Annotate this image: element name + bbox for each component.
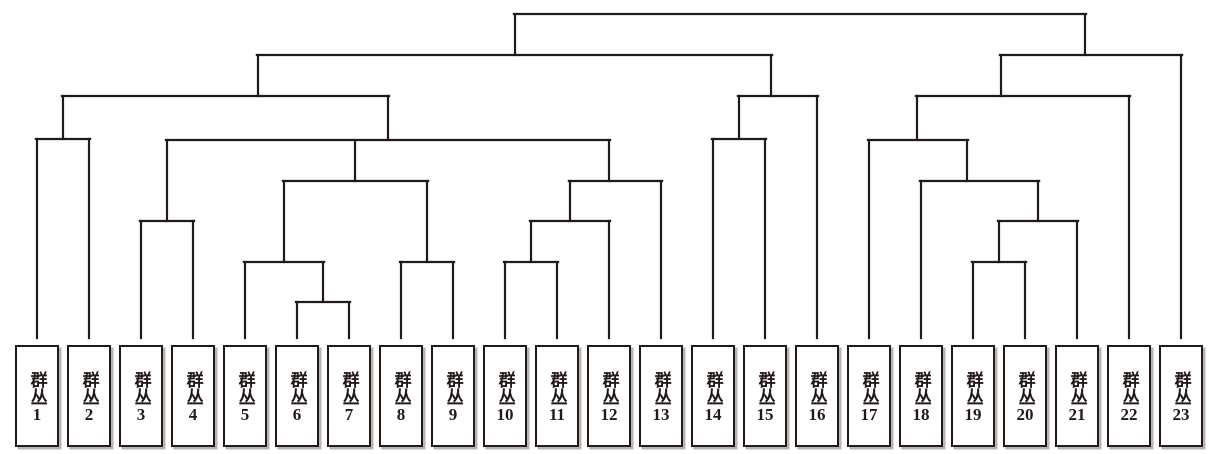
leaf-label-prefix-22: 群丛	[1119, 370, 1139, 405]
leaf-label-number-20: 20	[1016, 404, 1034, 424]
leaf-box-4[interactable]: 群丛 4	[171, 345, 215, 447]
leaf-label-prefix-11: 群丛	[547, 370, 567, 405]
edge-group	[35, 12, 1183, 340]
leaf-label-number-21: 21	[1068, 404, 1086, 424]
leaf-box-5[interactable]: 群丛 5	[223, 345, 267, 447]
leaf-box-2[interactable]: 群丛 2	[67, 345, 111, 447]
leaf-label-prefix-14: 群丛	[703, 370, 723, 405]
leaf-box-15[interactable]: 群丛 15	[743, 345, 787, 447]
leaf-label-prefix-9: 群丛	[443, 370, 463, 405]
leaf-box-6[interactable]: 群丛 6	[275, 345, 319, 447]
leaf-label-number-5: 5	[240, 404, 250, 424]
leaf-label-prefix-7: 群丛	[339, 370, 359, 405]
leaf-box-12[interactable]: 群丛 12	[587, 345, 631, 447]
leaf-label-prefix-2: 群丛	[79, 370, 99, 405]
leaf-label-prefix-5: 群丛	[235, 370, 255, 405]
leaf-box-9[interactable]: 群丛 9	[431, 345, 475, 447]
leaf-label-number-18: 18	[912, 404, 930, 424]
leaf-box-22[interactable]: 群丛 22	[1107, 345, 1151, 447]
leaf-label-number-2: 2	[84, 404, 94, 424]
leaf-label-number-14: 14	[704, 404, 722, 424]
leaf-label-number-22: 22	[1120, 404, 1138, 424]
leaf-label-number-16: 16	[808, 404, 826, 424]
leaf-label-number-13: 13	[652, 404, 670, 424]
leaf-label-number-4: 4	[188, 404, 198, 424]
leaf-box-21[interactable]: 群丛 21	[1055, 345, 1099, 447]
leaf-label-number-3: 3	[136, 404, 146, 424]
leaf-label-number-23: 23	[1172, 404, 1190, 424]
leaf-label-number-17: 17	[860, 404, 878, 424]
leaf-label-prefix-23: 群丛	[1171, 370, 1191, 405]
leaf-label-number-12: 12	[600, 404, 618, 424]
leaf-box-18[interactable]: 群丛 18	[899, 345, 943, 447]
leaf-box-8[interactable]: 群丛 8	[379, 345, 423, 447]
leaf-label-prefix-13: 群丛	[651, 370, 671, 405]
leaf-label-number-10: 10	[496, 404, 514, 424]
leaf-label-prefix-18: 群丛	[911, 370, 931, 405]
leaf-box-7[interactable]: 群丛 7	[327, 345, 371, 447]
leaf-box-3[interactable]: 群丛 3	[119, 345, 163, 447]
leaf-label-number-9: 9	[448, 404, 458, 424]
leaf-label-prefix-12: 群丛	[599, 370, 619, 405]
leaf-label-prefix-21: 群丛	[1067, 370, 1087, 405]
leaf-label-prefix-20: 群丛	[1015, 370, 1035, 405]
leaf-label-number-6: 6	[292, 404, 302, 424]
leaf-box-16[interactable]: 群丛 16	[795, 345, 839, 447]
leaf-box-1[interactable]: 群丛 1	[15, 345, 59, 447]
leaf-box-20[interactable]: 群丛 20	[1003, 345, 1047, 447]
leaf-label-number-19: 19	[964, 404, 982, 424]
leaf-box-23[interactable]: 群丛 23	[1159, 345, 1203, 447]
leaf-label-prefix-4: 群丛	[183, 370, 203, 405]
leaf-label-number-11: 11	[548, 404, 566, 424]
leaf-label-number-15: 15	[756, 404, 774, 424]
leaf-label-prefix-1: 群丛	[27, 370, 47, 405]
leaf-label-number-8: 8	[396, 404, 406, 424]
leaf-label-prefix-8: 群丛	[391, 370, 411, 405]
leaf-label-prefix-15: 群丛	[755, 370, 775, 405]
leaf-label-prefix-16: 群丛	[807, 370, 827, 405]
leaf-box-13[interactable]: 群丛 13	[639, 345, 683, 447]
leaf-box-11[interactable]: 群丛 11	[535, 345, 579, 447]
leaf-box-10[interactable]: 群丛 10	[483, 345, 527, 447]
leaf-label-prefix-19: 群丛	[963, 370, 983, 405]
leaf-label-prefix-10: 群丛	[495, 370, 515, 405]
leaf-box-14[interactable]: 群丛 14	[691, 345, 735, 447]
leaf-label-number-1: 1	[32, 404, 42, 424]
leaf-label-number-7: 7	[344, 404, 354, 424]
leaf-box-19[interactable]: 群丛 19	[951, 345, 995, 447]
leaf-label-prefix-17: 群丛	[859, 370, 879, 405]
leaf-label-prefix-6: 群丛	[287, 370, 307, 405]
merge-bar-group	[34, 12, 1184, 304]
leaf-label-prefix-3: 群丛	[131, 370, 151, 405]
leaf-box-17[interactable]: 群丛 17	[847, 345, 891, 447]
